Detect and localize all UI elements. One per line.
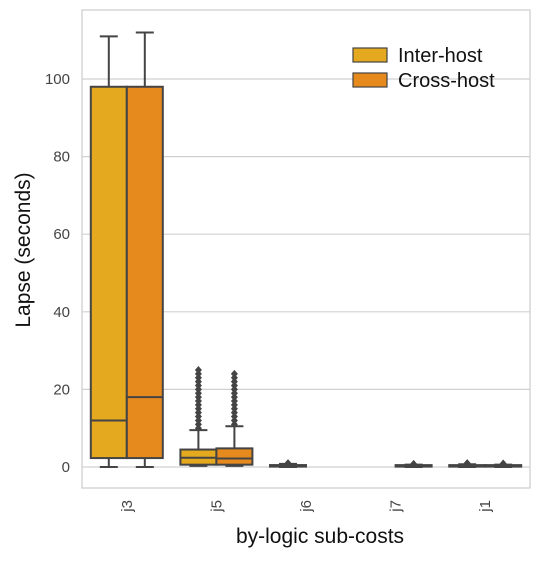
box-Inter-host-j5 bbox=[179, 366, 218, 467]
box-Inter-host-j6 bbox=[269, 459, 307, 468]
legend-swatch-2 bbox=[352, 72, 388, 88]
x-tick-label: j7 bbox=[388, 500, 405, 513]
outlier-point bbox=[284, 459, 292, 468]
x-tick-label: j5 bbox=[208, 500, 225, 513]
y-axis-label: Lapse (seconds) bbox=[12, 172, 35, 327]
outlier-point bbox=[499, 459, 507, 468]
y-tick-label: 0 bbox=[62, 459, 70, 476]
y-ticks: 0 20 40 60 80 100 bbox=[45, 71, 70, 476]
box-Cross-host-j7 bbox=[394, 459, 433, 468]
legend: Inter-host Cross-host bbox=[352, 45, 495, 92]
x-ticks: j3 j5 j6 j7 j1 bbox=[119, 500, 494, 513]
legend-swatch-1 bbox=[352, 47, 388, 63]
boxes bbox=[89, 31, 523, 468]
x-tick-label: j1 bbox=[477, 500, 494, 513]
box-Inter-host-j3 bbox=[89, 35, 128, 468]
y-tick-label: 80 bbox=[53, 149, 70, 166]
x-tick-label: j6 bbox=[298, 500, 315, 513]
box-Cross-host-j5 bbox=[215, 369, 254, 467]
box-Cross-host-j1 bbox=[484, 459, 523, 468]
outlier-point bbox=[463, 459, 471, 468]
legend-label-1: Inter-host bbox=[398, 45, 483, 67]
box-iqr bbox=[215, 447, 254, 466]
outlier-point bbox=[194, 366, 202, 374]
y-tick-label: 20 bbox=[53, 381, 70, 398]
y-tick-label: 60 bbox=[53, 226, 70, 243]
y-tick-label: 40 bbox=[53, 304, 70, 321]
outlier-point bbox=[230, 369, 238, 378]
y-tick-label: 100 bbox=[45, 71, 70, 88]
outlier-point bbox=[410, 459, 418, 468]
x-axis-label: by-logic sub-costs bbox=[236, 525, 404, 548]
box-Cross-host-j3 bbox=[125, 31, 164, 468]
legend-label-2: Cross-host bbox=[398, 70, 495, 92]
x-tick-label: j3 bbox=[119, 500, 136, 513]
box-iqr bbox=[125, 85, 164, 460]
box-Inter-host-j1 bbox=[448, 459, 487, 468]
box-iqr bbox=[89, 85, 128, 460]
